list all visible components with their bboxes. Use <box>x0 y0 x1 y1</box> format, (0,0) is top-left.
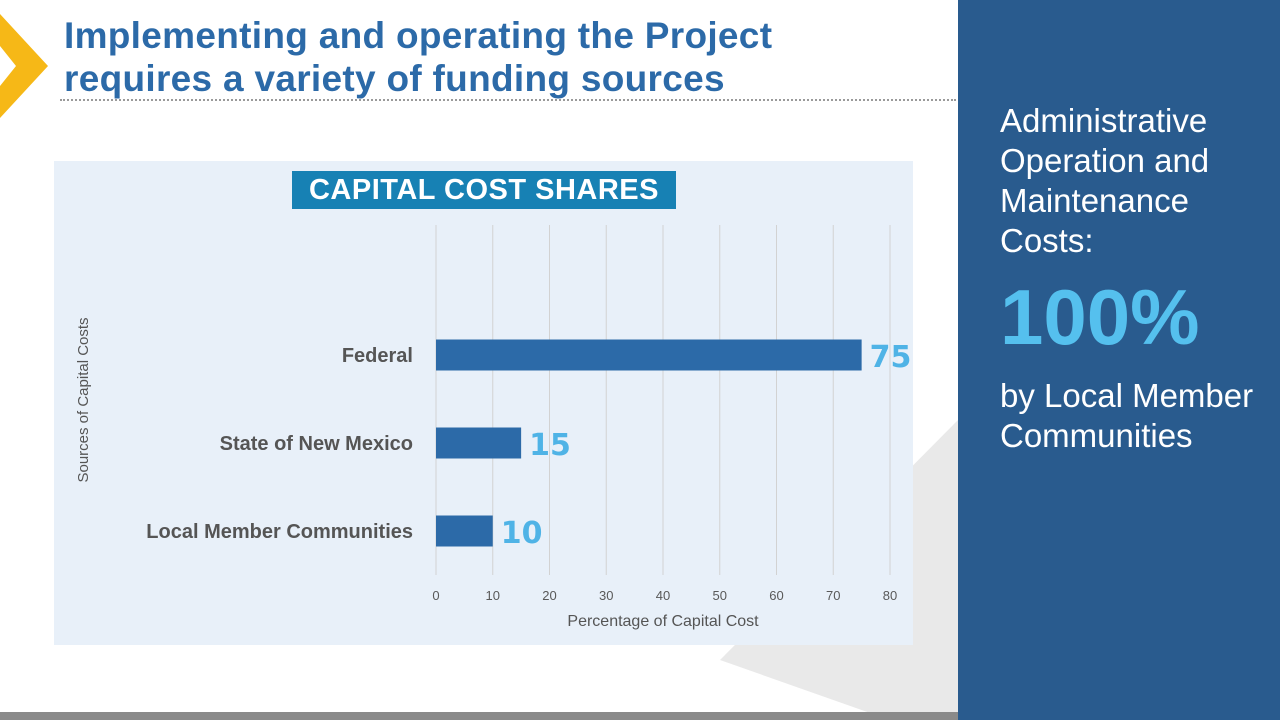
sidebar-percentage: 100% <box>1000 273 1200 361</box>
category-label: Local Member Communities <box>146 521 413 543</box>
x-tick-label: 40 <box>656 588 670 603</box>
data-label: 15 <box>529 428 571 463</box>
x-tick-label: 30 <box>599 588 613 603</box>
chart-title: CAPITAL COST SHARES <box>292 171 676 209</box>
slide-title-line-2: requires a variety of funding sources <box>64 58 725 99</box>
bar <box>436 339 862 371</box>
x-tick-label: 20 <box>542 588 556 603</box>
data-label: 75 <box>870 340 912 375</box>
x-tick-label: 10 <box>486 588 500 603</box>
title-divider <box>60 99 956 101</box>
bar <box>436 515 493 547</box>
slide-title-line-1: Implementing and operating the Project <box>64 15 773 56</box>
sidebar-heading: Administrative Operation and Maintenance… <box>1000 102 1210 259</box>
x-tick-label: 50 <box>713 588 727 603</box>
x-axis-title: Percentage of Capital Cost <box>567 613 759 630</box>
sidebar-subtext: by Local Member Communities <box>1000 377 1254 454</box>
y-axis-title: Sources of Capital Costs <box>75 317 92 482</box>
data-label: 10 <box>501 516 543 551</box>
x-tick-label: 80 <box>883 588 897 603</box>
x-tick-label: 60 <box>769 588 783 603</box>
x-tick-label: 0 <box>432 588 439 603</box>
chart-panel <box>54 161 913 645</box>
sidebar-panel <box>958 0 1280 720</box>
category-label: State of New Mexico <box>220 433 413 455</box>
category-label: Federal <box>342 345 413 367</box>
slide-title: Implementing and operating the Project r… <box>64 14 944 100</box>
bar <box>436 427 522 459</box>
footer-bar <box>0 712 958 720</box>
x-tick-label: 70 <box>826 588 840 603</box>
chevron-arrow-icon <box>0 14 48 118</box>
